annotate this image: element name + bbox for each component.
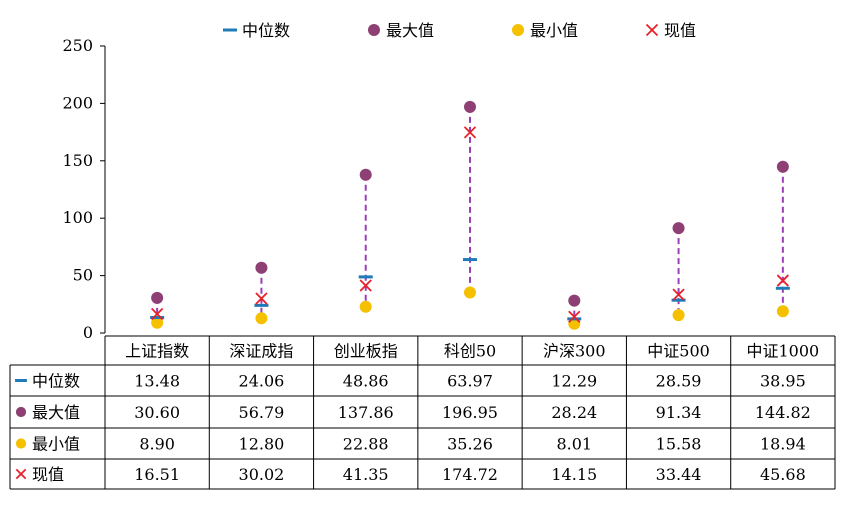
legend-marker-2 — [512, 24, 524, 36]
point-x-3 — [672, 288, 685, 301]
point-x-3 — [776, 274, 789, 287]
category-label: 上证指数 — [125, 342, 189, 361]
data-label: 137.86 — [338, 403, 394, 422]
data-label: 45.68 — [760, 465, 806, 484]
y-axis: 0 50 100 150 200 250 — [62, 36, 106, 342]
data-label: 14.15 — [551, 465, 597, 484]
legend-label-3: 现值 — [664, 21, 696, 40]
data-label: 24.06 — [239, 372, 285, 391]
row-label: 中位数 — [32, 372, 80, 391]
data-label: 196.95 — [442, 403, 498, 422]
data-label: 30.60 — [134, 403, 180, 422]
y-tick-label: 250 — [62, 36, 93, 55]
data-label: 56.79 — [239, 403, 285, 422]
point-circle-1 — [359, 168, 372, 181]
point-x-3-stroke-b — [463, 126, 477, 139]
data-label: 12.29 — [551, 372, 597, 391]
data-label: 41.35 — [343, 465, 389, 484]
data-label: 63.97 — [447, 372, 493, 391]
point-x-3-stroke-b — [359, 279, 372, 292]
legend-label-0: 中位数 — [242, 21, 290, 40]
data-table: 上证指数 深证成指 创业板指 科创50 沪深300 中证500 中证1000 中位数 13.48… — [9, 335, 836, 490]
y-tick-label: 50 — [73, 266, 93, 285]
category-label: 创业板指 — [334, 342, 398, 361]
data-label: 28.24 — [551, 403, 597, 422]
data-label: 144.82 — [755, 403, 811, 422]
point-x-3-stroke-b — [151, 307, 164, 321]
point-x-3 — [359, 279, 372, 292]
data-label: 33.44 — [656, 465, 702, 484]
point-circle-2 — [776, 305, 789, 318]
data-label: 13.48 — [134, 372, 180, 391]
data-label: 15.58 — [656, 435, 702, 454]
data-label: 38.95 — [760, 372, 806, 391]
point-circle-1 — [464, 100, 476, 113]
data-label: 8.90 — [139, 435, 175, 454]
point-x-3 — [151, 307, 164, 321]
data-label: 30.02 — [239, 465, 285, 484]
category-label: 中证500 — [647, 342, 710, 361]
point-circle-1 — [672, 222, 685, 235]
row-label: 最小值 — [32, 435, 80, 454]
point-circle-2 — [255, 312, 268, 325]
legend-label-2: 最小值 — [530, 21, 578, 40]
point-circle-1 — [776, 160, 789, 173]
category-label: 沪深300 — [543, 342, 606, 361]
y-tick-label: 150 — [62, 151, 93, 170]
legend-label-1: 最大值 — [386, 21, 434, 40]
data-label: 35.26 — [447, 435, 493, 454]
legend-marker-3 — [645, 23, 659, 37]
category-label: 中证1000 — [746, 342, 819, 361]
legend-marker-3-stroke-b — [645, 23, 659, 37]
row-marker-1 — [15, 406, 27, 418]
row-marker-2 — [15, 438, 27, 449]
point-circle-2 — [464, 286, 476, 299]
point-x-3-stroke-b — [255, 292, 268, 305]
point-x-3-stroke-b — [776, 274, 789, 287]
data-label: 18.94 — [760, 435, 806, 454]
category-label: 深证成指 — [229, 342, 293, 361]
point-circle-1 — [255, 261, 268, 274]
data-label: 16.51 — [134, 465, 180, 484]
data-label: 91.34 — [656, 403, 702, 422]
data-label: 22.88 — [343, 435, 389, 454]
point-circle-2 — [151, 316, 164, 329]
data-label: 48.86 — [343, 372, 389, 391]
category-label: 科创50 — [444, 342, 496, 361]
point-x-3 — [255, 292, 268, 305]
data-marks — [150, 100, 790, 330]
row-marker-3-stroke-b — [15, 468, 27, 480]
y-tick-label: 0 — [83, 323, 93, 342]
y-tick-label: 100 — [62, 208, 93, 227]
point-circle-1 — [568, 294, 581, 307]
y-tick-label: 200 — [62, 93, 93, 112]
data-label: 28.59 — [656, 372, 702, 391]
row-label: 现值 — [32, 465, 64, 484]
point-x-3-stroke-b — [568, 310, 581, 323]
legend-marker-1 — [368, 24, 380, 36]
legend: 中位数 最大值 最小值 现值 — [223, 21, 696, 40]
data-label: 8.01 — [556, 435, 592, 454]
row-marker-3 — [15, 468, 27, 480]
point-x-3 — [463, 126, 477, 139]
point-x-3 — [568, 310, 581, 323]
point-circle-1 — [151, 291, 164, 304]
row-label: 最大值 — [32, 403, 80, 422]
point-circle-2 — [672, 309, 685, 322]
data-label: 12.80 — [239, 435, 285, 454]
point-x-3-stroke-b — [672, 288, 685, 301]
point-circle-2 — [359, 300, 372, 313]
data-label: 174.72 — [442, 465, 498, 484]
